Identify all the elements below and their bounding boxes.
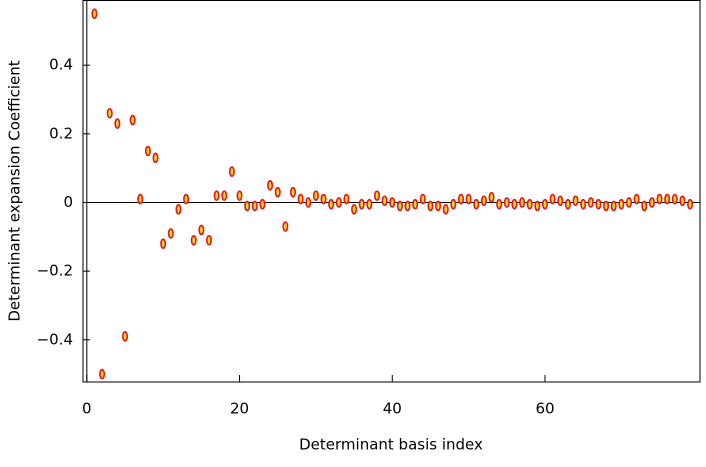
point [557, 195, 564, 207]
point [366, 198, 373, 210]
point [183, 193, 190, 205]
point [404, 200, 411, 212]
point [488, 192, 495, 203]
point [381, 195, 388, 207]
point [358, 198, 365, 210]
point [412, 198, 419, 210]
point [541, 198, 548, 210]
point [328, 198, 335, 210]
x-tick-label: 0 [82, 400, 92, 418]
point [457, 193, 464, 205]
point [244, 200, 251, 212]
x-axis-label: Determinant basis index [299, 436, 483, 454]
point [465, 193, 472, 205]
y-axis-label: Determinant expansion Coefficient [6, 60, 24, 321]
point [603, 200, 610, 212]
x-tick-label: 60 [535, 400, 554, 418]
point [610, 200, 617, 212]
point [106, 107, 113, 119]
point [519, 197, 526, 208]
point [572, 195, 579, 207]
point [175, 204, 182, 215]
point [580, 198, 587, 210]
point [221, 190, 228, 201]
point [534, 200, 541, 212]
point [450, 198, 457, 210]
point [389, 197, 396, 208]
point [648, 197, 655, 208]
point [343, 193, 350, 205]
point [114, 118, 121, 129]
point [160, 238, 167, 249]
point [526, 198, 533, 210]
point [618, 198, 625, 210]
point [664, 193, 671, 205]
y-tick-label: 0.2 [49, 124, 73, 142]
point [671, 193, 678, 205]
point [641, 200, 648, 212]
point [473, 198, 480, 210]
y-tick-label: 0.4 [49, 56, 73, 74]
point [427, 200, 434, 212]
point [595, 198, 602, 210]
point [198, 224, 205, 236]
point [335, 197, 342, 208]
point [373, 190, 380, 201]
point [274, 186, 281, 198]
point [587, 197, 594, 208]
point [259, 198, 266, 210]
y-tick-label: 0 [63, 193, 73, 211]
point [679, 195, 686, 207]
point [251, 200, 258, 212]
point [503, 197, 510, 208]
point [687, 198, 694, 210]
point [267, 180, 274, 191]
point [99, 368, 106, 380]
x-tick-label: 40 [383, 400, 402, 418]
point [236, 190, 243, 201]
point [167, 228, 174, 239]
point [496, 198, 503, 210]
point [564, 198, 571, 210]
point [480, 195, 487, 207]
x-tick-label: 20 [230, 400, 249, 418]
point [205, 234, 212, 246]
point [625, 197, 632, 208]
point [129, 114, 136, 126]
point [305, 197, 312, 208]
point [144, 145, 151, 157]
point [511, 198, 518, 210]
y-tick-label: −0.2 [37, 262, 73, 280]
point [228, 166, 235, 177]
point [633, 193, 640, 205]
point [190, 234, 197, 246]
point [320, 193, 327, 205]
point [297, 193, 304, 205]
point [282, 221, 289, 232]
point [137, 193, 144, 205]
y-tick-label: −0.4 [37, 330, 73, 348]
point [549, 193, 556, 205]
point [656, 193, 663, 205]
point [121, 331, 128, 342]
point [435, 200, 442, 212]
point [152, 152, 159, 164]
point [351, 204, 358, 215]
point [442, 204, 449, 215]
point [396, 200, 403, 212]
point [419, 193, 426, 205]
point [289, 186, 296, 198]
point [213, 190, 220, 201]
point [91, 8, 98, 19]
point [312, 190, 319, 201]
plot-frame [82, 0, 701, 383]
